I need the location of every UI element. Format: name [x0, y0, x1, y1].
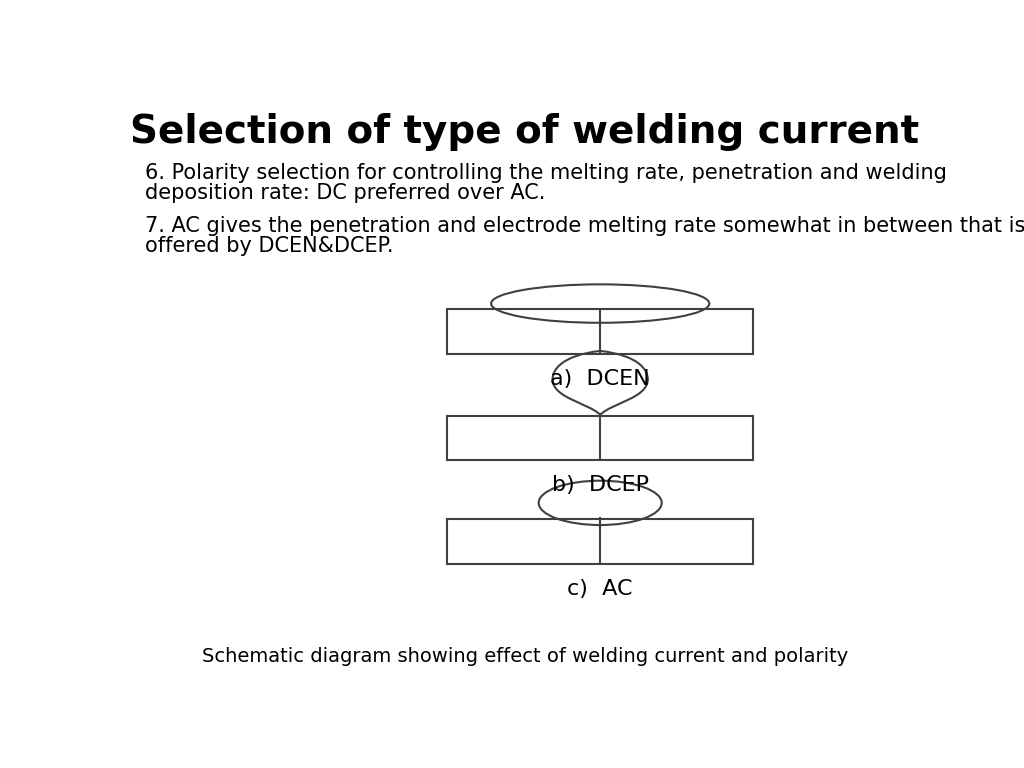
Text: a)  DCEN: a) DCEN	[550, 369, 650, 389]
Text: offered by DCEN&DCEP.: offered by DCEN&DCEP.	[145, 236, 394, 256]
Text: c)  AC: c) AC	[567, 578, 633, 598]
Text: b)  DCEP: b) DCEP	[552, 475, 648, 495]
Text: 6. Polarity selection for controlling the melting rate, penetration and welding: 6. Polarity selection for controlling th…	[145, 163, 947, 183]
Text: deposition rate: DC preferred over AC.: deposition rate: DC preferred over AC.	[145, 183, 546, 203]
Text: Selection of type of welding current: Selection of type of welding current	[130, 113, 920, 151]
Text: Schematic diagram showing effect of welding current and polarity: Schematic diagram showing effect of weld…	[202, 647, 848, 666]
Text: 7. AC gives the penetration and electrode melting rate somewhat in between that : 7. AC gives the penetration and electrod…	[145, 217, 1024, 237]
